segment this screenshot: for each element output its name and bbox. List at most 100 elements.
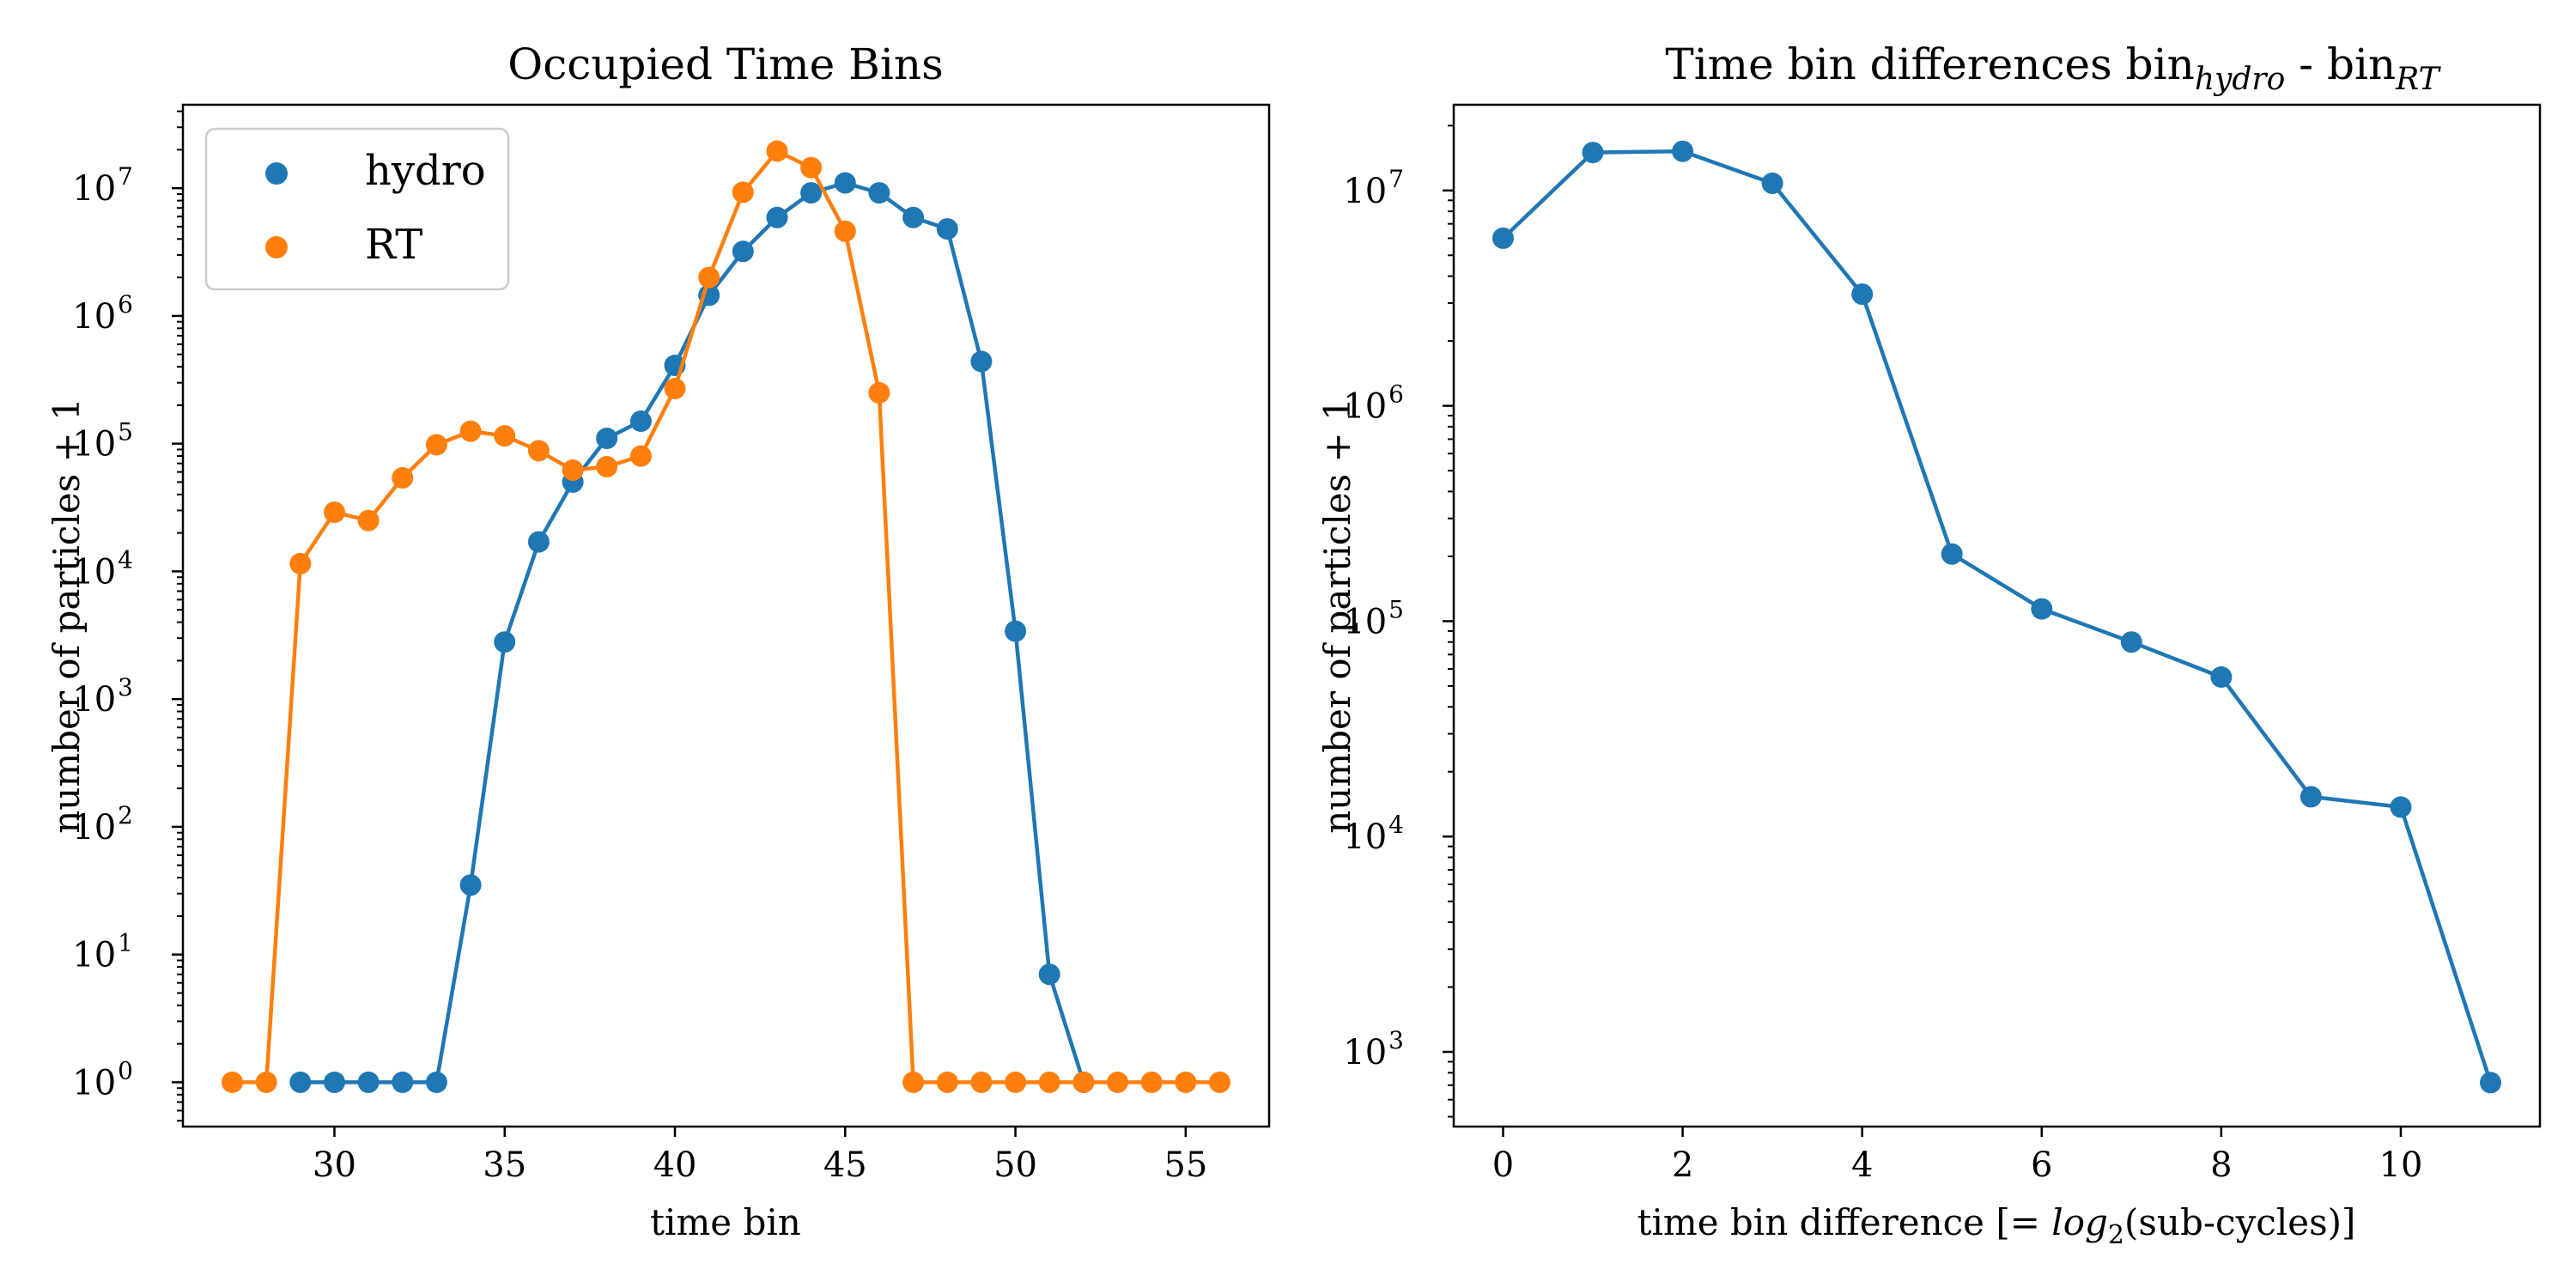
- data-point: [936, 218, 958, 240]
- data-point: [289, 1071, 312, 1093]
- data-point: [1175, 1071, 1197, 1093]
- data-point: [459, 874, 482, 896]
- data-point: [494, 425, 516, 447]
- data-point: [1140, 1071, 1163, 1093]
- data-point: [1672, 140, 1694, 162]
- title-subscript-rt: RT: [2395, 62, 2441, 97]
- x-label-sub: 2: [2108, 1220, 2124, 1250]
- title-main: Time bin differences bin: [1665, 39, 2194, 89]
- x-tick-label: 4: [1851, 1145, 1873, 1185]
- legend-marker-rt: [265, 236, 288, 258]
- legend-label-rt: RT: [365, 221, 422, 269]
- data-point: [1582, 142, 1604, 164]
- data-point: [732, 181, 754, 204]
- x-label-log: log: [2051, 1201, 2108, 1243]
- chart-title: Occupied Time Bins: [507, 39, 944, 89]
- data-point: [1072, 1071, 1095, 1093]
- x-tick-label: 45: [823, 1145, 867, 1185]
- data-point: [494, 631, 516, 653]
- data-point: [596, 456, 618, 477]
- data-point: [1107, 1071, 1128, 1093]
- x-tick-label: 8: [2210, 1145, 2232, 1185]
- x-axis: 30 35 40 45 50 55: [313, 1127, 1207, 1185]
- legend-entry-rt: RT: [265, 221, 422, 269]
- legend-marker-hydro: [265, 162, 288, 185]
- data-point: [800, 156, 823, 179]
- data-point: [629, 445, 652, 467]
- data-point: [2031, 598, 2053, 620]
- data-point: [970, 350, 993, 373]
- data-point: [392, 1071, 414, 1093]
- data-point: [1851, 283, 1874, 306]
- legend-entry-hydro: hydro: [265, 147, 486, 195]
- x-label-end: (sub-cycles)]: [2124, 1201, 2355, 1243]
- y-tick-label: 105: [72, 418, 133, 465]
- data-point: [1038, 963, 1060, 986]
- data-point: [255, 1071, 277, 1093]
- data-point: [1209, 1071, 1230, 1093]
- data-point: [1941, 543, 1963, 565]
- data-point: [527, 531, 550, 553]
- legend-label-hydro: hydro: [365, 147, 486, 195]
- x-tick-label: 0: [1492, 1145, 1514, 1185]
- title-mid: - bin: [2285, 39, 2396, 89]
- x-label-main: time bin difference [=: [1637, 1201, 2052, 1243]
- title-subscript-hydro: hydro: [2195, 62, 2285, 97]
- x-tick-label: 40: [653, 1145, 697, 1185]
- series-line-series-0: [1501, 149, 2493, 1084]
- x-tick-label: 35: [483, 1145, 526, 1185]
- y-tick-label: 107: [1343, 165, 1404, 211]
- data-point: [664, 378, 686, 399]
- data-point: [834, 220, 856, 242]
- data-point: [1005, 1071, 1027, 1093]
- plot-frame: [1452, 103, 2542, 1128]
- data-point: [1761, 172, 1783, 194]
- data-point: [834, 172, 856, 194]
- x-tick-label: 50: [993, 1145, 1037, 1185]
- chart-title: Time bin differences binhydro - binRT: [1665, 39, 2441, 97]
- chart-occupied-time-bins: Occupied Time Bins 30 35 40 45 50 55 10010110…: [46, 39, 1271, 1243]
- data-point: [2120, 631, 2142, 653]
- y-tick-label: 107: [72, 162, 133, 209]
- data-point: [596, 428, 618, 449]
- plot-frame: [181, 103, 1271, 1128]
- x-axis-label: time bin: [650, 1201, 801, 1243]
- data-point: [936, 1071, 958, 1093]
- data-point: [2480, 1072, 2501, 1094]
- data-point: [289, 552, 312, 574]
- data-point: [902, 206, 925, 228]
- data-point: [868, 182, 890, 204]
- data-point: [902, 1071, 925, 1093]
- chart-time-bin-differences: Time bin differences binhydro - binRT 0 2…: [1316, 39, 2542, 1250]
- data-point: [2390, 796, 2412, 818]
- data-point: [392, 467, 414, 489]
- x-tick-label: 6: [2031, 1145, 2052, 1185]
- data-point: [425, 434, 447, 456]
- data-point: [459, 420, 482, 442]
- data-point: [1005, 620, 1027, 642]
- x-tick-label: 55: [1163, 1145, 1207, 1185]
- data-point: [868, 382, 890, 404]
- data-point: [324, 501, 345, 524]
- data-point: [732, 240, 754, 263]
- y-axis-label: number of particles + 1: [1316, 398, 1358, 834]
- data-point: [222, 1071, 243, 1093]
- data-point: [2300, 786, 2322, 808]
- y-axis-label: number of particles + 1: [46, 398, 88, 834]
- data-point: [766, 206, 788, 228]
- data-point: [970, 1071, 993, 1093]
- data-point: [324, 1071, 345, 1093]
- data-point: [527, 440, 550, 462]
- x-tick-label: 2: [1672, 1145, 1693, 1185]
- data-point: [2210, 666, 2233, 688]
- data-point: [629, 410, 652, 432]
- x-tick-label: 30: [313, 1145, 356, 1185]
- data-point: [800, 182, 823, 204]
- series-layer: [1492, 140, 2501, 1094]
- x-axis: 0 2 4 6 8 10: [1492, 1127, 2422, 1185]
- data-point: [1492, 227, 1514, 249]
- data-point: [698, 266, 720, 289]
- data-point: [425, 1071, 447, 1093]
